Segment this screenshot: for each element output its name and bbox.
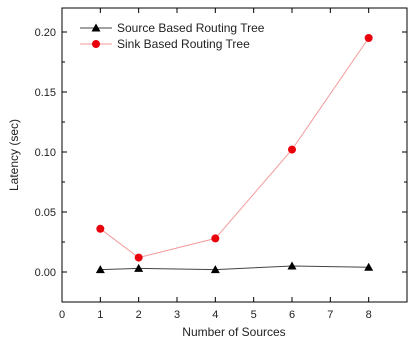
data-point-circle (364, 34, 373, 42)
x-tick-label: 6 (289, 309, 295, 321)
x-tick-label: 2 (136, 309, 142, 321)
x-tick-label: 5 (251, 309, 257, 321)
x-axis-title: Number of Sources (182, 325, 285, 339)
legend-label: Sink Based Routing Tree (117, 37, 250, 51)
data-point-circle (211, 234, 220, 243)
y-tick-label: 0.05 (35, 207, 56, 219)
y-axis-title: Latency (sec) (7, 119, 21, 191)
data-point-circle (288, 145, 296, 154)
y-tick-label: 0.15 (35, 87, 56, 99)
y-tick-label: 0.10 (35, 147, 56, 159)
plot-frame (61, 7, 408, 303)
x-axis-ticks: 0 1 2 3 4 5 6 7 8 (59, 8, 372, 321)
y-tick-label: 0.00 (35, 267, 56, 279)
series-line (100, 37, 370, 259)
legend-marker-circle (92, 40, 100, 48)
x-tick-label: 8 (366, 309, 372, 321)
x-tick-label: 7 (327, 309, 333, 321)
x-tick-label: 4 (212, 309, 218, 321)
plot-area-border (61, 7, 408, 303)
series-layer (95, 34, 374, 274)
data-point-triangle (95, 265, 105, 274)
legend: Source Based Routing Tree Sink Based Rout… (80, 21, 265, 51)
y-tick-label: 0.20 (35, 27, 56, 39)
x-tick-label: 0 (59, 309, 65, 321)
data-point-triangle (134, 263, 144, 272)
data-point-circle (96, 224, 105, 233)
x-tick-label: 3 (174, 309, 180, 321)
data-point-triangle (287, 261, 297, 270)
data-point-circle (134, 253, 143, 262)
data-point-triangle (210, 265, 220, 274)
legend-label: Source Based Routing Tree (117, 21, 265, 35)
x-tick-label: 1 (97, 309, 103, 321)
y-axis-ticks: 0.00 0.05 0.10 0.15 0.20 (35, 27, 407, 279)
legend-marker-triangle (91, 23, 101, 32)
data-point-triangle (364, 262, 374, 271)
